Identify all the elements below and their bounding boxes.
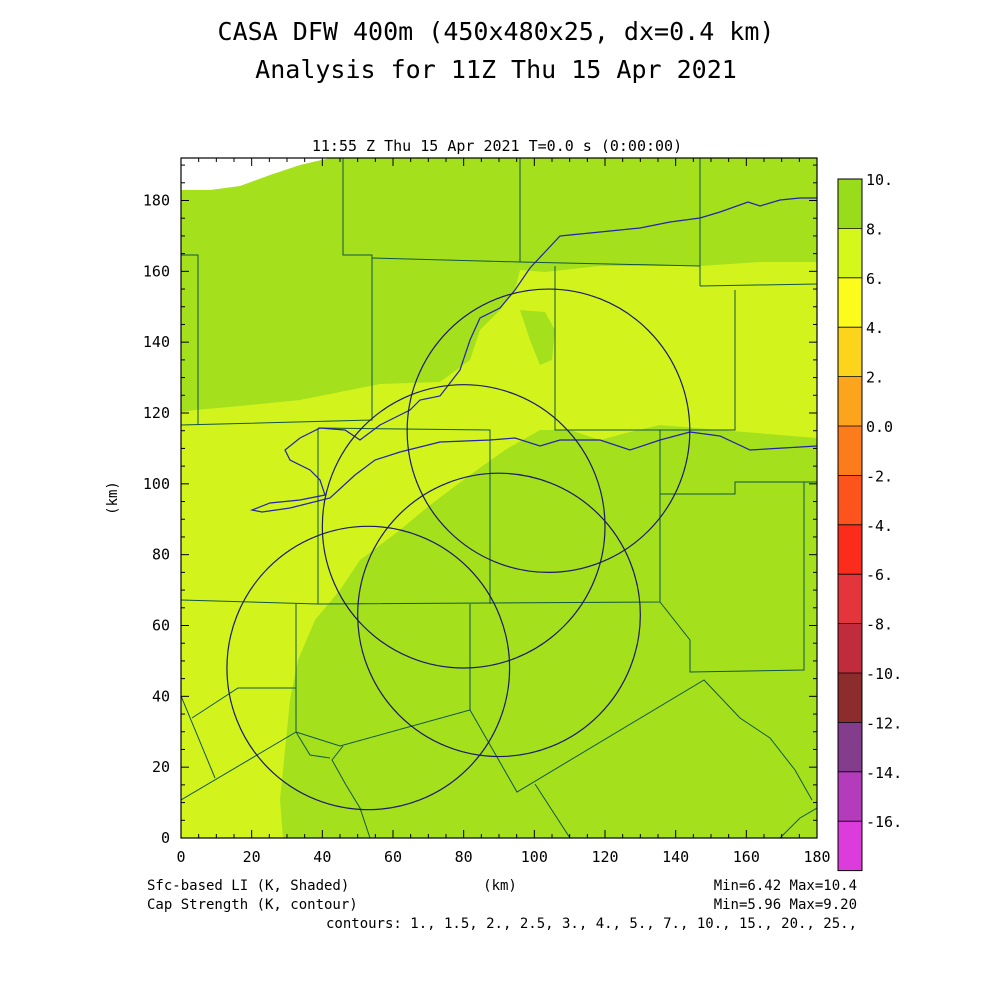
colorbar-segment xyxy=(838,623,862,673)
contour-range: Min=5.96 Max=9.20 xyxy=(714,897,857,913)
x-tick-label: 100 xyxy=(521,848,548,866)
shaded-range: Min=6.42 Max=10.4 xyxy=(714,878,857,894)
x-tick-label: 0 xyxy=(176,848,185,866)
county-boundaries xyxy=(181,158,817,838)
colorbar-segment xyxy=(838,524,862,575)
y-tick-label: 160 xyxy=(143,262,170,280)
y-tick-label: 60 xyxy=(152,617,170,635)
colorbar-label: -4. xyxy=(866,517,893,535)
y-axis-label: (km) xyxy=(105,481,121,515)
colorbar: 10. 8. 6. 4. 2. 0.0 -2. -4. -6. -8. -10. -12. -14. -1… xyxy=(837,171,902,872)
y-tick-label: 120 xyxy=(143,404,170,422)
colorbar-label: -6. xyxy=(866,566,893,584)
colorbar-label: 8. xyxy=(866,220,884,238)
map-area xyxy=(181,158,817,838)
colorbar-label: -8. xyxy=(866,616,893,634)
colorbar-segment xyxy=(838,821,862,871)
y-tick-label: 20 xyxy=(152,758,170,776)
y-tick-label: 100 xyxy=(143,475,170,493)
colorbar-label: -10. xyxy=(866,665,902,683)
timestamp-label: 11:55 Z Thu 15 Apr 2021 T=0.0 s (0:00:00… xyxy=(312,137,682,155)
radar-ring-4 xyxy=(357,472,641,758)
radar-rings xyxy=(226,288,691,811)
colorbar-label: 2. xyxy=(866,369,884,387)
x-tick-label: 60 xyxy=(384,848,402,866)
colorbar-label: 0.0 xyxy=(866,418,893,436)
title-line1: CASA DFW 400m (450x480x25, dx=0.4 km) xyxy=(218,17,775,46)
shaded-field-label: Sfc-based LI (K, Shaded) xyxy=(147,878,349,894)
y-tick-label: 40 xyxy=(152,687,170,705)
y-tick-label: 180 xyxy=(143,192,170,210)
map-region-lobe xyxy=(520,310,555,365)
map-region-blank xyxy=(181,158,330,190)
title-line2: Analysis for 11Z Thu 15 Apr 2021 xyxy=(255,55,737,84)
y-tick-label: 80 xyxy=(152,546,170,564)
colorbar-label: -16. xyxy=(866,813,902,831)
radar-ring-1 xyxy=(226,525,511,811)
colorbar-segment xyxy=(838,771,862,822)
x-axis: 0 20 40 60 80 100 120 140 160 180 xyxy=(176,158,831,866)
colorbar-segment xyxy=(838,574,862,624)
x-tick-label: 120 xyxy=(591,848,618,866)
radar-ring-2 xyxy=(321,384,606,669)
colorbar-segment xyxy=(838,426,862,476)
colorbar-segment xyxy=(838,475,862,525)
x-tick-label: 40 xyxy=(313,848,331,866)
colorbar-segment xyxy=(838,376,862,426)
colorbar-segment xyxy=(838,673,862,723)
x-tick-label: 20 xyxy=(243,848,261,866)
colorbar-label: 6. xyxy=(866,270,884,288)
colorbar-segment xyxy=(838,327,862,377)
colorbar-segment xyxy=(838,722,862,772)
map-region-north-green xyxy=(181,158,817,412)
colorbar-label: -12. xyxy=(866,714,902,732)
map-region-central-green xyxy=(280,425,817,838)
colorbar-segment xyxy=(838,228,862,278)
radar-ring-3 xyxy=(406,288,691,573)
colorbar-label: 4. xyxy=(866,319,884,337)
y-axis: 0 20 40 60 80 100 120 140 160 180 xyxy=(143,164,817,847)
colorbar-label: 10. xyxy=(866,171,893,189)
river-lines xyxy=(249,197,817,513)
contour-field-label: Cap Strength (K, contour) xyxy=(147,897,358,913)
colorbar-segment xyxy=(838,179,862,229)
contour-levels: contours: 1., 1.5, 2., 2.5, 3., 4., 5., … xyxy=(326,916,857,932)
x-tick-label: 160 xyxy=(733,848,760,866)
x-axis-label: (km) xyxy=(483,878,517,894)
x-tick-label: 180 xyxy=(803,848,830,866)
colorbar-segment xyxy=(838,277,862,328)
y-tick-label: 0 xyxy=(161,829,170,847)
x-tick-label: 80 xyxy=(455,848,473,866)
colorbar-label: -14. xyxy=(866,764,902,782)
colorbar-label: -2. xyxy=(866,467,893,485)
x-tick-label: 140 xyxy=(662,848,689,866)
y-tick-label: 140 xyxy=(143,333,170,351)
